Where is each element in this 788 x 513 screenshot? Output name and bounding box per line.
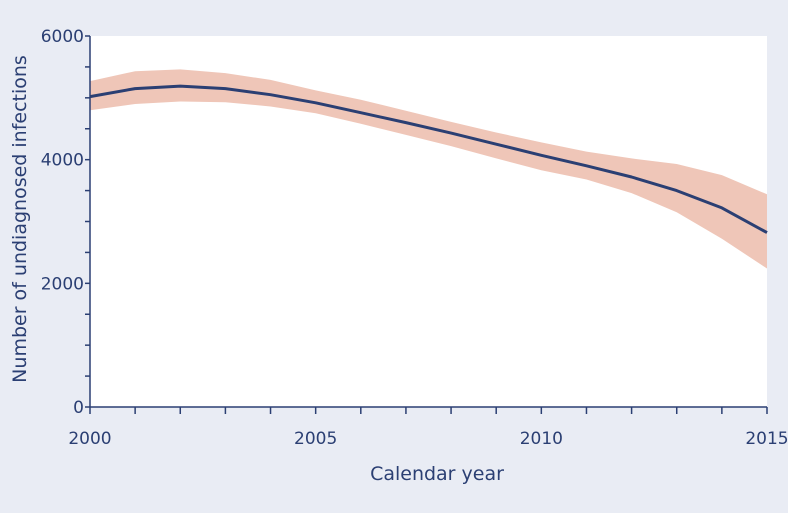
x-tick-label: 2015 <box>745 429 788 449</box>
confidence-band <box>90 69 767 269</box>
y-axis-title: Number of undiagnosed infections <box>9 55 31 383</box>
y-tick-label: 4000 <box>41 151 84 171</box>
series-line <box>89 84 768 234</box>
x-tick-label: 2010 <box>520 429 563 449</box>
x-tick-label: 2000 <box>68 429 111 449</box>
y-tick-label: 2000 <box>41 274 84 294</box>
y-tick-label: 0 <box>73 398 84 418</box>
y-tick-label: 6000 <box>41 27 84 47</box>
x-axis-title: Calendar year <box>370 463 504 485</box>
x-tick-label: 2005 <box>294 429 337 449</box>
